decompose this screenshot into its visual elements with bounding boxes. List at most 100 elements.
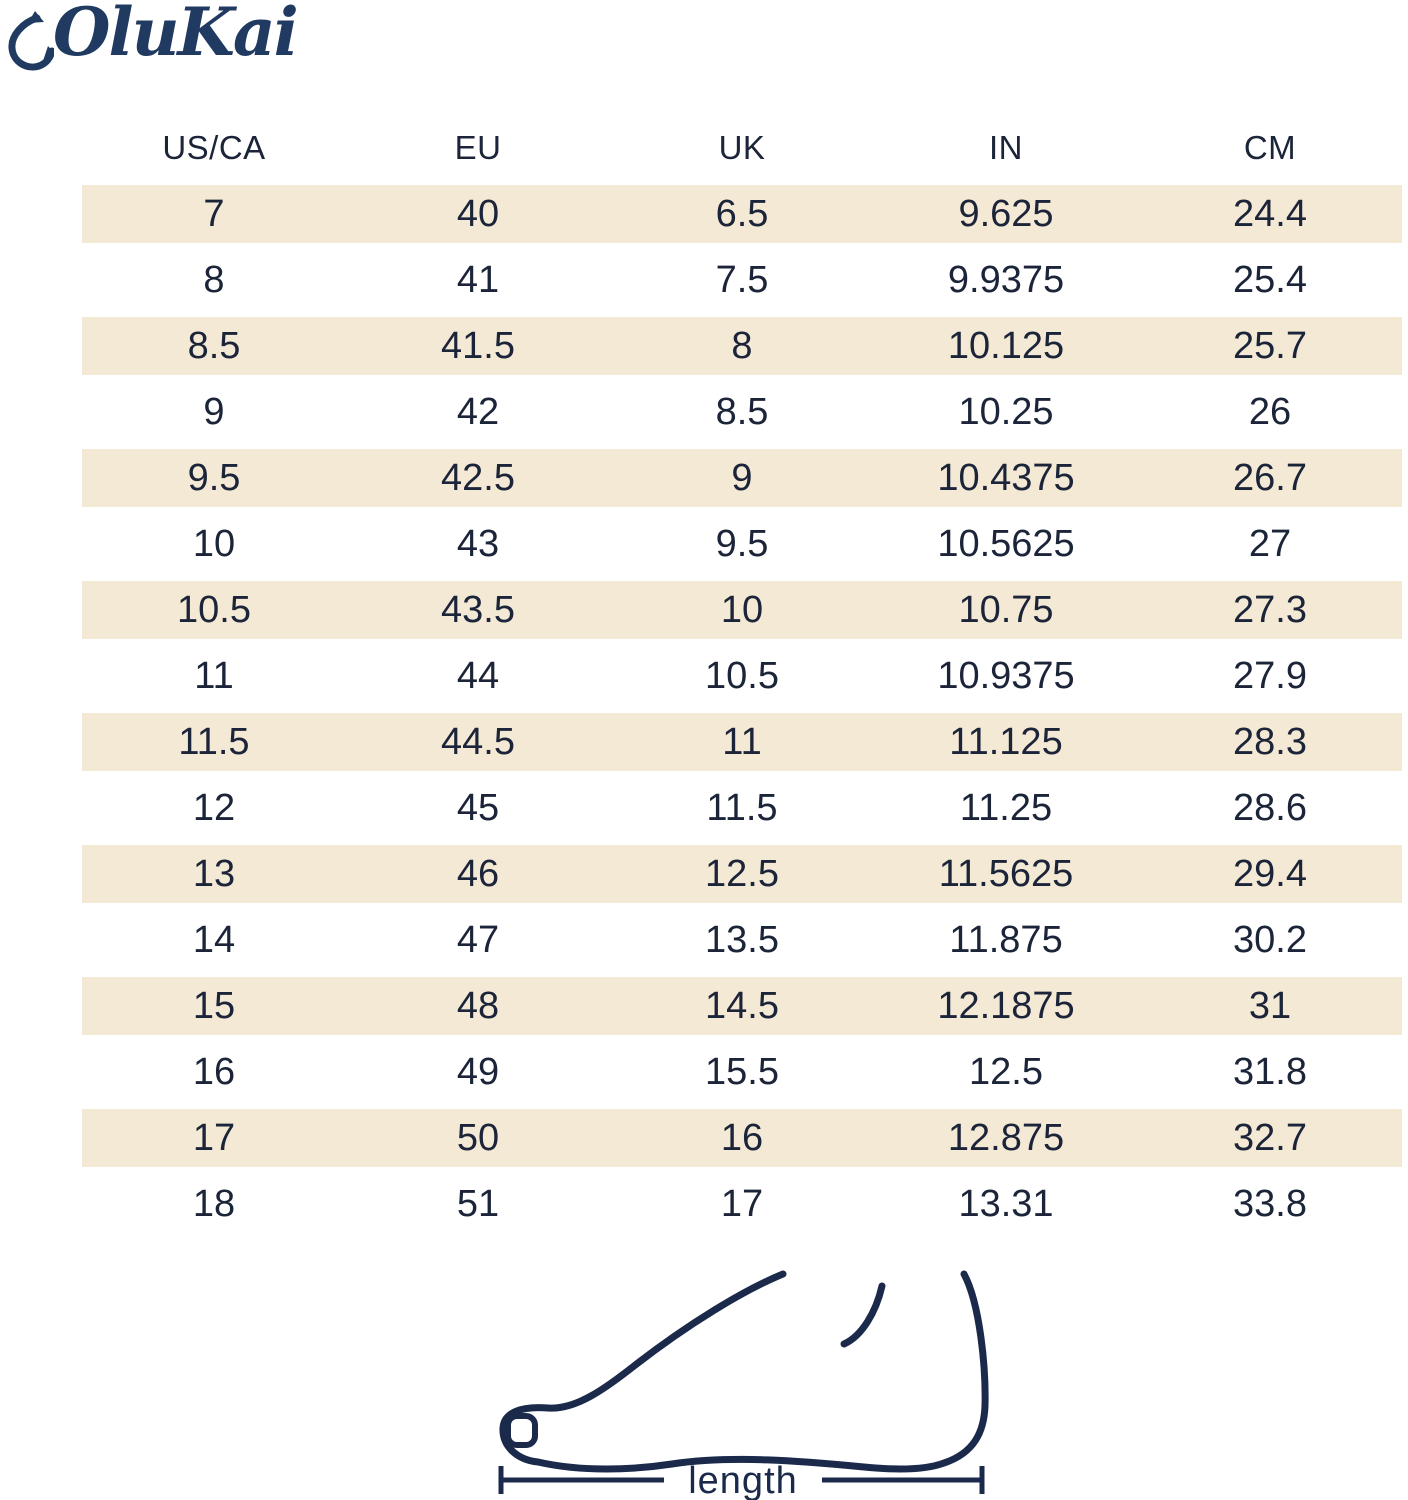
table-row: 16 49 15.5 12.5 31.8: [82, 1039, 1402, 1105]
length-label: length: [688, 1460, 798, 1500]
table-cell: 8: [203, 259, 225, 301]
table-cell: 40: [456, 193, 500, 235]
table-cell: 9.5: [187, 457, 241, 499]
table-cell: 7: [203, 193, 225, 235]
toenail-shape: [505, 1413, 538, 1448]
table-cell: 12.5: [705, 853, 779, 895]
table-cell: 41: [456, 259, 500, 301]
brand-name: OluKai: [53, 0, 299, 71]
table-row: 8.5 41.5 8 10.125 25.7: [82, 313, 1402, 379]
table-cell: 14: [192, 919, 236, 961]
length-measure-line: [498, 1466, 985, 1494]
table-cell: 26: [1248, 391, 1292, 433]
table-cell: 44: [456, 655, 500, 697]
fish-hook-icon: [8, 11, 54, 71]
table-cell: 31.8: [1233, 1051, 1307, 1093]
table-cell: 43: [456, 523, 500, 565]
table-row: 11.5 44.5 11 11.125 28.3: [82, 709, 1402, 775]
table-cell: 10.25: [958, 391, 1054, 433]
table-cell: 30.2: [1233, 919, 1307, 961]
table-cell: 17: [720, 1183, 764, 1225]
table-cell: 13.31: [958, 1183, 1054, 1225]
table-cell: 10.5: [705, 655, 779, 697]
table-cell: 9.9375: [947, 259, 1065, 301]
table-row: 15 48 14.5 12.1875 31: [82, 973, 1402, 1039]
table-cell: 28.6: [1233, 787, 1307, 829]
table-row: 13 46 12.5 11.5625 29.4: [82, 841, 1402, 907]
table-cell: 15: [192, 985, 236, 1027]
table-cell: 8.5: [187, 325, 241, 367]
table-cell: 12.875: [947, 1117, 1065, 1159]
table-cell: 12.1875: [937, 985, 1075, 1027]
table-cell: 9: [203, 391, 225, 433]
table-row: 9 42 8.5 10.25 26: [82, 379, 1402, 445]
table-cell: 13.5: [705, 919, 779, 961]
table-cell: 47: [456, 919, 500, 961]
table-row: 14 47 13.5 11.875 30.2: [82, 907, 1402, 973]
table-cell: 16: [720, 1117, 764, 1159]
table-cell: 16: [192, 1051, 236, 1093]
table-body: 7 40 6.5 9.625 24.4 8 41 7.5 9.9375 25.4 8.5 41.5 8 1…: [82, 181, 1402, 1237]
table-cell: 51: [456, 1183, 500, 1225]
table-cell: 28.3: [1233, 721, 1307, 763]
table-cell: 33.8: [1233, 1183, 1307, 1225]
table-row: 12 45 11.5 11.25 28.6: [82, 775, 1402, 841]
table-row: 17 50 16 12.875 32.7: [82, 1105, 1402, 1171]
table-cell: 18: [192, 1183, 236, 1225]
table-cell: 11: [722, 721, 762, 763]
table-cell: 10.75: [958, 589, 1054, 631]
table-cell: 11.5: [178, 721, 250, 763]
table-cell: 25.4: [1233, 259, 1307, 301]
table-cell: 11.125: [949, 721, 1063, 763]
table-cell: 11.5: [706, 787, 778, 829]
table-cell: 24.4: [1233, 193, 1307, 235]
size-conversion-table: US/CA EU UK IN CM 7 40 6.5 9.625 24.4 8 41 7.5 9…: [82, 115, 1402, 1237]
table-row: 11 44 10.5 10.9375 27.9: [82, 643, 1402, 709]
table-cell: 10.125: [947, 325, 1065, 367]
column-header-eu: EU: [454, 129, 502, 166]
table-cell: 50: [456, 1117, 500, 1159]
table-cell: 10: [720, 589, 764, 631]
table-header-row: US/CA EU UK IN CM: [82, 115, 1402, 181]
table-cell: 42.5: [441, 457, 515, 499]
table-cell: 29.4: [1233, 853, 1307, 895]
table-cell: 14.5: [705, 985, 779, 1027]
table-cell: 10.9375: [937, 655, 1075, 697]
column-header-uk: UK: [718, 129, 766, 166]
table-cell: 17: [192, 1117, 236, 1159]
table-cell: 49: [456, 1051, 500, 1093]
table-cell: 9.5: [715, 523, 769, 565]
table-cell: 11.875: [949, 919, 1063, 961]
column-header-in: IN: [989, 129, 1023, 166]
table-row: 8 41 7.5 9.9375 25.4: [82, 247, 1402, 313]
table-cell: 27.3: [1233, 589, 1307, 631]
table-cell: 32.7: [1233, 1117, 1307, 1159]
table-cell: 46: [456, 853, 500, 895]
table-row: 10.5 43.5 10 10.75 27.3: [82, 577, 1402, 643]
table-cell: 25.7: [1233, 325, 1307, 367]
foot-outline-drawing: length: [498, 1270, 989, 1500]
table-cell: 10: [192, 523, 236, 565]
table-cell: 43.5: [441, 589, 515, 631]
table-cell: 10.5625: [937, 523, 1075, 565]
table-cell: 12.5: [969, 1051, 1043, 1093]
table-cell: 15.5: [705, 1051, 779, 1093]
table-row: 7 40 6.5 9.625 24.4: [82, 181, 1402, 247]
table-cell: 12: [192, 787, 236, 829]
table-cell: 11.25: [959, 787, 1053, 829]
table-cell: 8: [731, 325, 753, 367]
table-cell: 6.5: [715, 193, 769, 235]
table-row: 9.5 42.5 9 10.4375 26.7: [82, 445, 1402, 511]
table-cell: 44.5: [441, 721, 515, 763]
table-row: 10 43 9.5 10.5625 27: [82, 511, 1402, 577]
column-header-cm: CM: [1243, 129, 1297, 166]
table-cell: 45: [456, 787, 500, 829]
table-cell: 7.5: [715, 259, 769, 301]
foot-outline-path: [499, 1270, 989, 1473]
column-header-us-ca: US/CA: [162, 129, 266, 166]
table-cell: 27.9: [1233, 655, 1307, 697]
table-cell: 8.5: [715, 391, 769, 433]
table-cell: 27: [1248, 523, 1292, 565]
table-cell: 13: [192, 853, 236, 895]
table-cell: 42: [456, 391, 500, 433]
